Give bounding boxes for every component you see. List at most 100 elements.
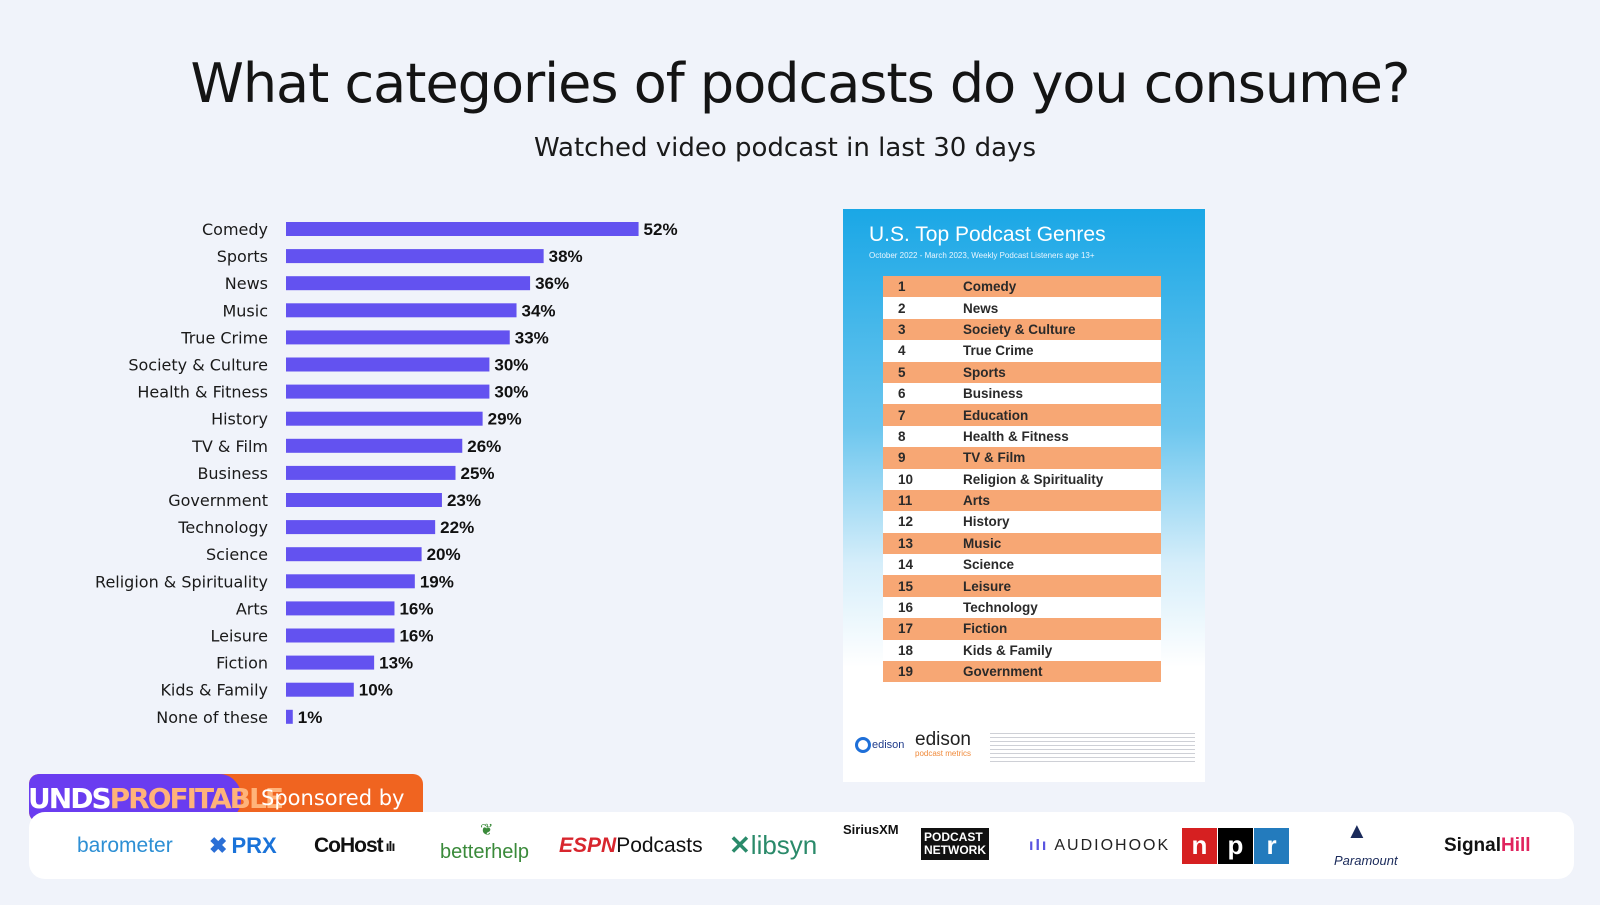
value-label: 23% bbox=[447, 491, 481, 510]
value-label: 34% bbox=[522, 301, 556, 320]
signal-hill-logo: Signal Hill bbox=[1444, 834, 1531, 856]
genre-row: 6 Business bbox=[883, 382, 1161, 405]
sponsor-logos-strip: barometer ✖ PRX CoHost ılı ❦ betterhelp ESP… bbox=[29, 812, 1574, 879]
npr-letter: r bbox=[1254, 827, 1289, 864]
category-label: History bbox=[211, 410, 268, 429]
barometer-logo: barometer bbox=[77, 833, 173, 857]
genre-row: 11 Arts bbox=[883, 489, 1161, 512]
genre-name: Business bbox=[963, 386, 1024, 402]
value-label: 29% bbox=[488, 410, 522, 429]
category-label: Kids & Family bbox=[160, 681, 268, 700]
value-label: 10% bbox=[359, 681, 393, 700]
mountain-icon: ▲ bbox=[1346, 818, 1368, 843]
prx-logo: ✖ PRX bbox=[209, 832, 277, 858]
bar bbox=[286, 655, 375, 670]
bar bbox=[286, 330, 510, 345]
espn-podcasts-logo: ESPN Podcasts bbox=[559, 833, 703, 857]
value-label: 22% bbox=[440, 518, 474, 537]
category-label: Business bbox=[197, 464, 268, 483]
cohost-logo: CoHost ılı bbox=[314, 833, 396, 857]
genre-name: Arts bbox=[963, 493, 991, 509]
bar bbox=[286, 222, 639, 236]
category-label: Health & Fitness bbox=[137, 383, 268, 402]
bar bbox=[286, 438, 463, 453]
npr-letter: p bbox=[1218, 827, 1253, 864]
sponsor-banner: SOUNDSPROFITABLE Sponsored by bbox=[29, 774, 423, 822]
value-label: 25% bbox=[461, 464, 495, 483]
genre-name: Health & Fitness bbox=[963, 428, 1069, 444]
genre-rank: 18 bbox=[898, 642, 914, 658]
genre-rank: 16 bbox=[898, 600, 914, 616]
value-label: 19% bbox=[420, 572, 454, 591]
npr-letter: n bbox=[1182, 827, 1217, 864]
genre-rank: 1 bbox=[898, 279, 906, 295]
category-label: Religion & Spirituality bbox=[95, 572, 268, 591]
category-label: Leisure bbox=[211, 627, 268, 646]
bar bbox=[286, 465, 456, 480]
value-label: 16% bbox=[399, 599, 433, 618]
category-label: Technology bbox=[177, 518, 268, 537]
edison-research-logo: edison bbox=[855, 737, 904, 753]
genre-rank: 6 bbox=[898, 386, 906, 402]
category-label: Society & Culture bbox=[128, 356, 268, 375]
inset-title: U.S. Top Podcast Genres bbox=[869, 223, 1106, 246]
bar bbox=[286, 384, 490, 399]
genre-name: TV & Film bbox=[963, 450, 1026, 466]
genre-name: Music bbox=[963, 535, 1002, 551]
genre-rank: 10 bbox=[898, 471, 914, 487]
genre-row: 7 Education bbox=[883, 404, 1161, 426]
value-label: 30% bbox=[494, 356, 528, 375]
category-label: News bbox=[225, 274, 268, 293]
genre-row: 18 Kids & Family bbox=[883, 639, 1161, 662]
bar bbox=[286, 411, 483, 426]
genre-rank: 17 bbox=[898, 621, 914, 637]
inset-footer: edison edison podcast metrics bbox=[855, 727, 1195, 769]
audiohook-logo: ıIı AUDIOHOOK bbox=[1029, 836, 1171, 854]
genre-rank: 7 bbox=[898, 407, 906, 423]
bar bbox=[286, 249, 544, 264]
bar-chart: Comedy 52% Sports 38% News 36% Music 34% True Cr… bbox=[95, 220, 678, 727]
siriusxm-podcast-network-logo: SiriusXM PODCAST NETWORK bbox=[843, 812, 1011, 879]
genre-row: 12 History bbox=[883, 511, 1161, 533]
bar bbox=[286, 276, 531, 291]
category-label: Sports bbox=[217, 247, 268, 266]
soundwave-icon: ılı bbox=[385, 837, 396, 854]
value-label: 52% bbox=[644, 220, 678, 239]
genre-name: Leisure bbox=[963, 578, 1012, 594]
libsyn-mark-icon: ✕ bbox=[729, 830, 751, 860]
genre-table: 1 Comedy 2 News 3 Society & Culture 4 True Crim… bbox=[883, 276, 1161, 683]
category-label: Comedy bbox=[202, 220, 268, 239]
genre-name: Education bbox=[963, 407, 1029, 423]
genre-rank: 3 bbox=[898, 321, 906, 337]
bar bbox=[286, 303, 517, 318]
genre-rank: 4 bbox=[898, 343, 906, 359]
genre-rank: 12 bbox=[898, 514, 914, 530]
genre-rank: 2 bbox=[898, 300, 906, 316]
genre-row: 1 Comedy bbox=[883, 276, 1161, 298]
genre-row: 9 TV & Film bbox=[883, 447, 1161, 469]
genre-rank: 15 bbox=[898, 578, 914, 594]
paramount-logo: ▲ Paramount bbox=[1334, 818, 1398, 868]
genre-row: 2 News bbox=[883, 297, 1161, 319]
chart-title: What categories of podcasts do you consu… bbox=[190, 52, 1410, 115]
genre-rank: 8 bbox=[898, 428, 906, 444]
genre-row: 5 Sports bbox=[883, 361, 1161, 383]
genre-name: True Crime bbox=[963, 343, 1034, 359]
genre-name: Society & Culture bbox=[963, 321, 1076, 337]
genre-row: 3 Society & Culture bbox=[883, 318, 1161, 341]
genre-name: History bbox=[963, 514, 1010, 530]
value-label: 30% bbox=[494, 383, 528, 402]
category-label: TV & Film bbox=[191, 437, 268, 456]
value-label: 16% bbox=[399, 627, 433, 646]
category-label: Government bbox=[168, 491, 268, 510]
genre-row: 19 Government bbox=[883, 661, 1161, 683]
genre-row: 4 True Crime bbox=[883, 340, 1161, 362]
genre-row: 8 Health & Fitness bbox=[883, 425, 1161, 448]
genre-row: 13 Music bbox=[883, 532, 1161, 555]
genre-name: News bbox=[963, 300, 999, 316]
value-label: 13% bbox=[379, 654, 413, 673]
bar bbox=[286, 520, 436, 535]
top-genres-image: U.S. Top Podcast Genres October 2022 - M… bbox=[843, 209, 1205, 782]
bar bbox=[286, 601, 395, 616]
genre-name: Government bbox=[963, 664, 1043, 680]
